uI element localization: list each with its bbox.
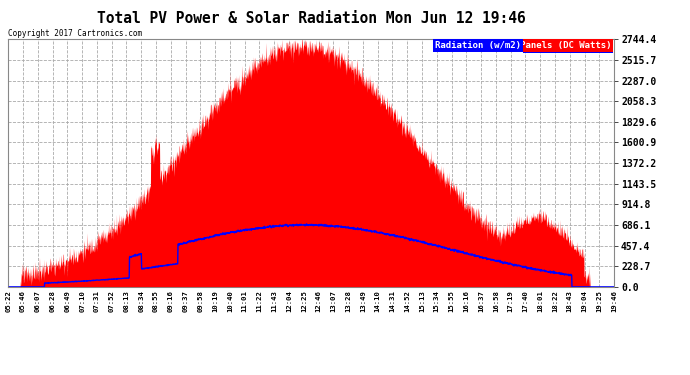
Text: 10:40: 10:40 (227, 291, 233, 312)
Text: 15:34: 15:34 (434, 291, 440, 312)
Text: 07:10: 07:10 (79, 291, 85, 312)
Text: 15:13: 15:13 (419, 291, 425, 312)
Text: 12:25: 12:25 (301, 291, 307, 312)
Text: 19:04: 19:04 (582, 291, 588, 312)
Text: 07:52: 07:52 (109, 291, 115, 312)
Text: 08:13: 08:13 (124, 291, 130, 312)
Text: 07:31: 07:31 (94, 291, 100, 312)
Text: 13:49: 13:49 (360, 291, 366, 312)
Text: 16:16: 16:16 (464, 291, 469, 312)
Text: 15:55: 15:55 (448, 291, 455, 312)
Text: 12:46: 12:46 (315, 291, 322, 312)
Text: 05:22: 05:22 (6, 291, 11, 312)
Text: 06:28: 06:28 (50, 291, 56, 312)
Text: 05:46: 05:46 (20, 291, 26, 312)
Text: Copyright 2017 Cartronics.com: Copyright 2017 Cartronics.com (8, 28, 142, 38)
Text: 11:01: 11:01 (241, 291, 248, 312)
Text: 18:43: 18:43 (566, 291, 573, 312)
Text: 11:43: 11:43 (271, 291, 277, 312)
Text: 06:07: 06:07 (34, 291, 41, 312)
Text: 09:16: 09:16 (168, 291, 174, 312)
Text: Radiation (w/m2): Radiation (w/m2) (435, 40, 522, 50)
Text: 16:58: 16:58 (493, 291, 499, 312)
Text: 11:22: 11:22 (257, 291, 262, 312)
Text: 14:52: 14:52 (404, 291, 411, 312)
Text: 19:46: 19:46 (611, 291, 617, 312)
Text: PV Panels (DC Watts): PV Panels (DC Watts) (504, 40, 611, 50)
Text: 17:40: 17:40 (522, 291, 529, 312)
Text: 13:28: 13:28 (345, 291, 351, 312)
Text: 14:31: 14:31 (389, 291, 395, 312)
Text: 18:01: 18:01 (538, 291, 543, 312)
Text: 09:58: 09:58 (197, 291, 204, 312)
Text: 08:55: 08:55 (153, 291, 159, 312)
Text: 17:19: 17:19 (508, 291, 513, 312)
Text: 08:34: 08:34 (138, 291, 144, 312)
Text: 14:10: 14:10 (375, 291, 381, 312)
Text: Total PV Power & Solar Radiation Mon Jun 12 19:46: Total PV Power & Solar Radiation Mon Jun… (97, 11, 526, 26)
Text: 13:07: 13:07 (331, 291, 336, 312)
Text: 18:22: 18:22 (552, 291, 558, 312)
Text: 06:49: 06:49 (64, 291, 70, 312)
Text: 10:19: 10:19 (212, 291, 218, 312)
Text: 16:37: 16:37 (478, 291, 484, 312)
Text: Radiation (w/m2): Radiation (w/m2) (525, 42, 611, 51)
Text: 19:25: 19:25 (596, 291, 602, 312)
Text: 12:04: 12:04 (286, 291, 292, 312)
Text: 09:37: 09:37 (183, 291, 188, 312)
